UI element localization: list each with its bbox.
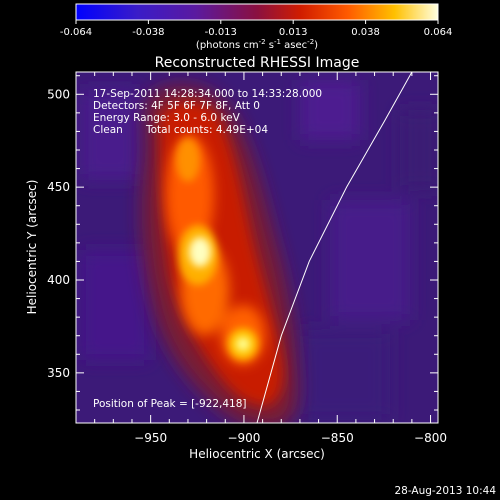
colorbar-tick-label: 0.013 (279, 27, 308, 38)
colorbar-ticks: -0.064 -0.038 -0.013 0.013 0.038 0.064 (60, 20, 452, 38)
colorbar-units-label: (photons cm-2 s-1 asec-2) (196, 38, 318, 51)
y-tick-label: 350 (47, 366, 70, 380)
image-area (76, 72, 438, 423)
annotation-algorithm: Clean (93, 124, 123, 136)
colorbar-tick-label: -0.013 (205, 27, 237, 38)
x-axis-ticks: −950 −900 −850 −800 (94, 72, 447, 445)
x-tick-label: −950 (134, 431, 167, 445)
background-texture (80, 80, 438, 420)
colorbar-tick-label: -0.038 (132, 27, 164, 38)
y-tick-label: 450 (47, 180, 70, 194)
x-axis-label: Heliocentric X (arcsec) (189, 447, 325, 461)
x-tick-label: −900 (227, 431, 260, 445)
colorbar-tick-label: -0.064 (60, 27, 92, 38)
annotation-time-range: 17-Sep-2011 14:28:34.000 to 14:33:28.000 (93, 88, 322, 100)
colorbar-tick-label: 0.064 (424, 27, 453, 38)
colorbar: -0.064 -0.038 -0.013 0.013 0.038 0.064 (photo… (60, 3, 452, 51)
annotation-total-counts: Total counts: 4.49E+04 (145, 124, 268, 136)
y-axis-ticks: 350 400 450 500 (47, 75, 438, 411)
timestamp: 28-Aug-2013 10:44 (394, 485, 496, 497)
y-axis-label: Heliocentric Y (arcsec) (25, 180, 39, 315)
y-tick-label: 500 (47, 87, 70, 101)
colorbar-gradient (75, 3, 439, 21)
y-tick-label: 400 (47, 273, 70, 287)
emission-peak (189, 237, 250, 351)
annotation-block: 17-Sep-2011 14:28:34.000 to 14:33:28.000… (93, 88, 322, 410)
chart-title: Reconstructed RHESSI Image (155, 55, 360, 71)
annotation-energy-range: Energy Range: 3.0 - 6.0 keV (93, 112, 241, 124)
colorbar-tick-label: 0.038 (351, 27, 380, 38)
annotation-detectors: Detectors: 4F 5F 6F 7F 8F, Att 0 (93, 100, 260, 112)
x-tick-label: −850 (321, 431, 354, 445)
annotation-peak-position: Position of Peak = [-922,418] (93, 398, 247, 410)
x-tick-label: −800 (414, 431, 447, 445)
plot-frame (75, 71, 439, 424)
solar-limb-curve (256, 72, 413, 423)
